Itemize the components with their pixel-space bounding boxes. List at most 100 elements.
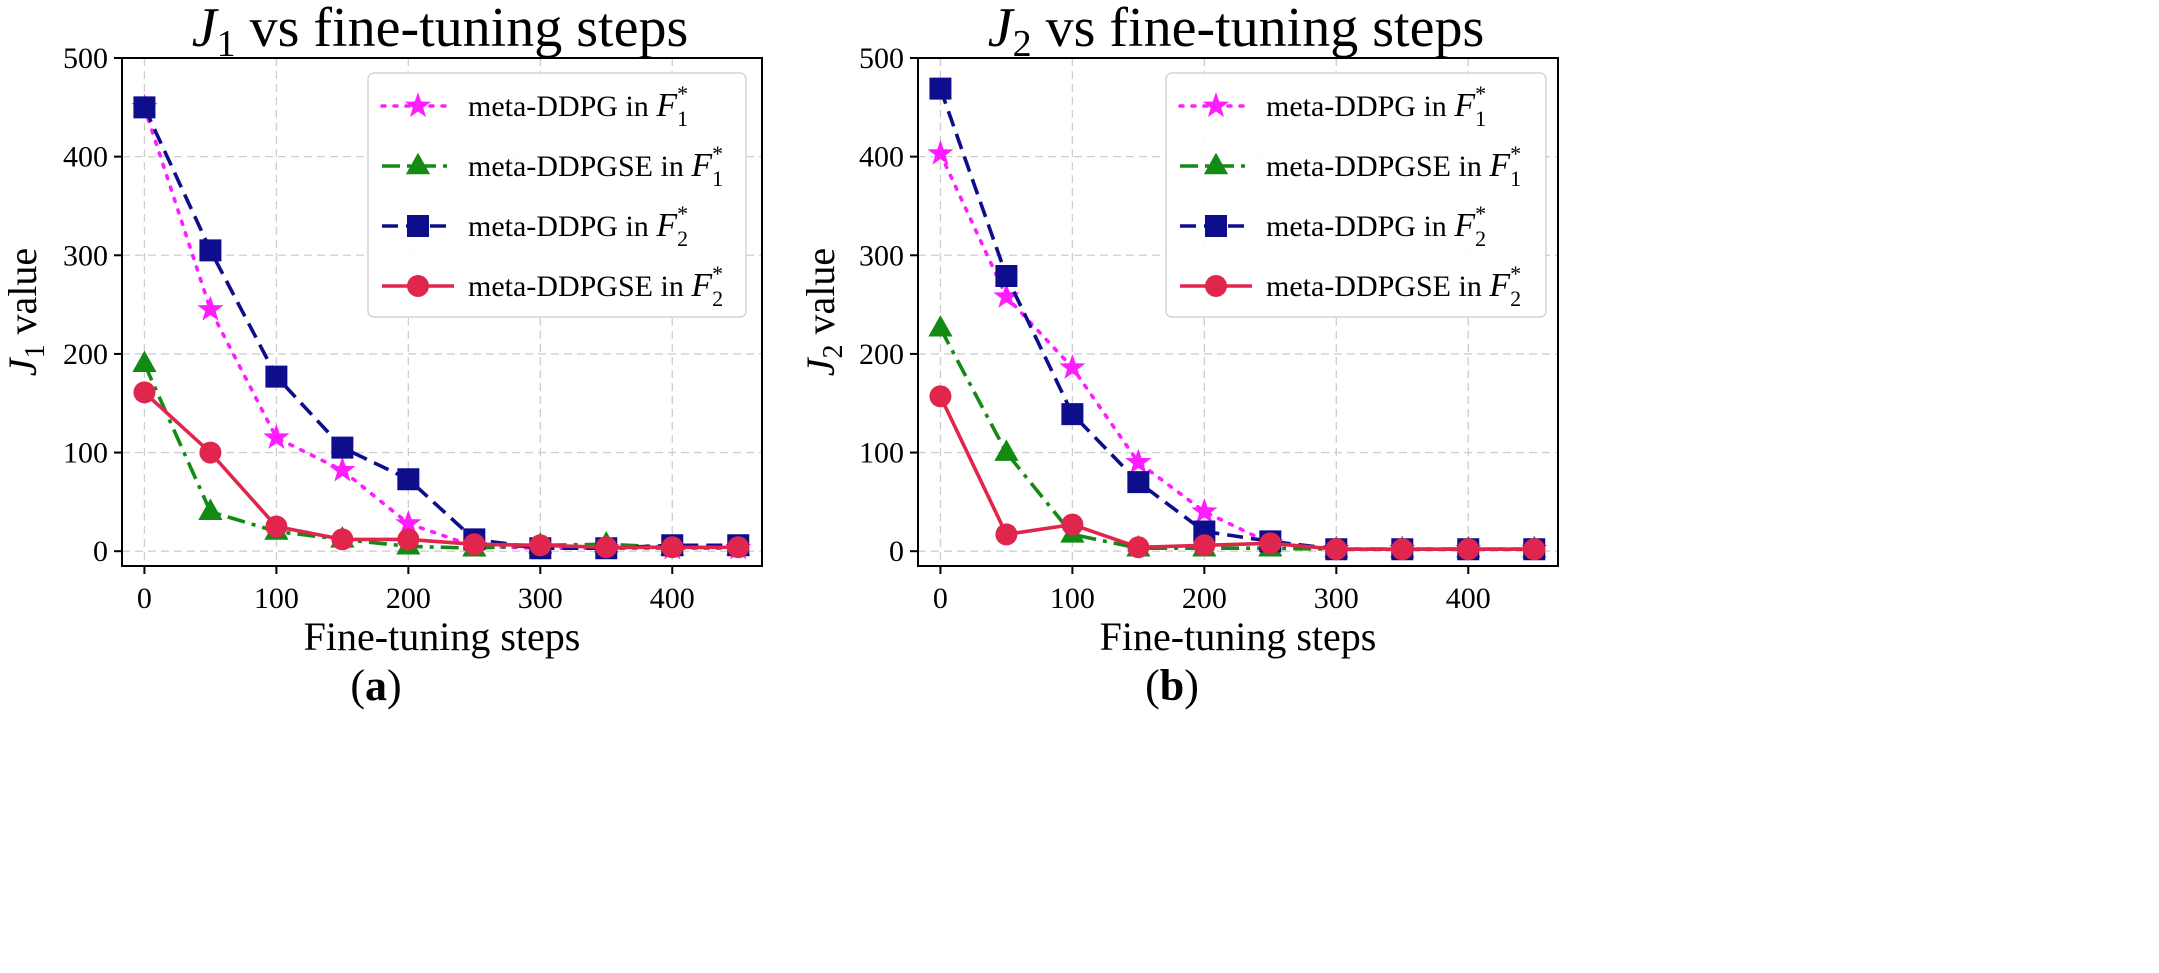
y-tick-label: 200 (63, 338, 108, 371)
data-point (929, 77, 952, 100)
data-point (1457, 538, 1480, 561)
legend-marker (1205, 215, 1227, 237)
x-tick-label: 100 (1050, 582, 1095, 615)
x-axis-label: Fine-tuning steps (304, 614, 581, 659)
x-tick-label: 0 (933, 582, 948, 615)
data-point (197, 295, 224, 321)
x-axis: 0 100 200 300 400 (933, 566, 1491, 615)
data-point (397, 528, 420, 551)
data-point (1193, 534, 1216, 557)
legend: meta-DDPG in F* 1 meta-DDPGSE in F* 1 meta-D… (367, 72, 747, 318)
y-axis: 0 100 200 300 400 500 (859, 42, 918, 568)
x-tick-label: 300 (518, 582, 563, 615)
data-point (1325, 538, 1348, 561)
x-axis: 0 100 200 300 400 (137, 566, 695, 615)
legend-entry: meta-DDPG in F* 2 (468, 201, 688, 251)
y-tick-label: 100 (859, 437, 904, 470)
series-line (938, 151, 1536, 552)
data-point (132, 350, 157, 373)
x-tick-label: 100 (254, 582, 299, 615)
chart-panel-b: 0 100 200 300 400 0 100 200 300 400 500 J2 vs fine-… (798, 0, 1559, 710)
legend-marker (1205, 275, 1227, 297)
legend-marker (405, 152, 431, 175)
chart-panel-a: 0 100 200 300 400 0 100 200 300 400 500 J1 vs fine-… (0, 0, 763, 710)
y-tick-label: 400 (63, 141, 108, 174)
data-point (198, 498, 223, 520)
y-tick-label: 0 (93, 535, 108, 568)
data-point (1523, 538, 1546, 561)
y-tick-label: 300 (63, 239, 108, 272)
data-point (265, 515, 288, 538)
x-tick-label: 200 (1182, 582, 1227, 615)
panel-label: (b) (1145, 661, 1199, 710)
data-point (1127, 536, 1150, 559)
series-line (938, 327, 1535, 552)
series-line (938, 395, 1535, 552)
data-point (927, 139, 954, 165)
data-point (1127, 471, 1150, 494)
data-point (1061, 513, 1084, 536)
data-point (995, 264, 1018, 287)
data-point (993, 282, 1020, 308)
data-point (595, 536, 618, 559)
series-line (143, 391, 739, 550)
series-3 (133, 381, 750, 559)
data-point (199, 239, 222, 262)
data-point (263, 424, 290, 449)
legend-marker (407, 215, 429, 237)
data-point (397, 468, 420, 491)
data-point (529, 534, 552, 557)
legend-entry: meta-DDPGSE in F* 2 (468, 261, 723, 311)
legend-entry: meta-DDPGSE in F* 2 (1266, 261, 1521, 311)
y-axis-label: J2 value (798, 248, 849, 376)
x-tick-label: 400 (650, 582, 695, 615)
x-tick-label: 200 (386, 582, 431, 615)
data-point (1061, 403, 1084, 426)
data-point (331, 436, 354, 459)
legend: meta-DDPG in F* 1 meta-DDPGSE in F* 1 meta-D… (1165, 72, 1547, 318)
legend-entry: meta-DDPGSE in F* 1 (468, 141, 723, 191)
data-point (994, 439, 1019, 461)
series-1 (928, 315, 1547, 558)
legend-marker (1203, 152, 1229, 175)
legend-marker (407, 275, 429, 297)
data-point (1391, 538, 1414, 561)
data-point (329, 456, 356, 482)
data-point (1191, 498, 1218, 523)
legend-entry: meta-DDPGSE in F* 1 (1266, 141, 1521, 191)
series-1 (132, 350, 751, 557)
series-3 (929, 385, 1546, 561)
y-tick-label: 200 (859, 338, 904, 371)
data-point (727, 536, 750, 559)
data-point (995, 523, 1018, 546)
data-point (928, 315, 953, 337)
series-line (142, 363, 739, 551)
data-point (1259, 532, 1282, 555)
data-point (265, 365, 288, 388)
legend-entry: meta-DDPG in F* 1 (1266, 81, 1486, 131)
panel-label: (a) (350, 661, 401, 710)
chart-title: J2 vs fine-tuning steps (988, 0, 1484, 65)
y-axis: 0 100 200 300 400 500 (63, 42, 122, 568)
legend-box (367, 72, 747, 318)
y-tick-label: 300 (859, 239, 904, 272)
data-point (929, 385, 952, 408)
data-point (463, 533, 486, 556)
legend-marker (404, 92, 432, 118)
plot-frame (121, 57, 763, 567)
plot-frame (917, 57, 1559, 567)
legend-box (1165, 72, 1547, 318)
y-tick-label: 400 (859, 141, 904, 174)
data-point (1059, 353, 1086, 379)
data-point (1125, 448, 1152, 474)
x-tick-label: 0 (137, 582, 152, 615)
x-tick-label: 300 (1314, 582, 1359, 615)
y-tick-label: 500 (63, 42, 108, 75)
data-point (661, 536, 684, 559)
data-point (331, 528, 354, 551)
data-point (133, 96, 156, 119)
x-axis-label: Fine-tuning steps (1100, 614, 1377, 659)
y-tick-label: 500 (859, 42, 904, 75)
series-line (142, 105, 741, 551)
legend-entry: meta-DDPG in F* 1 (468, 81, 688, 131)
